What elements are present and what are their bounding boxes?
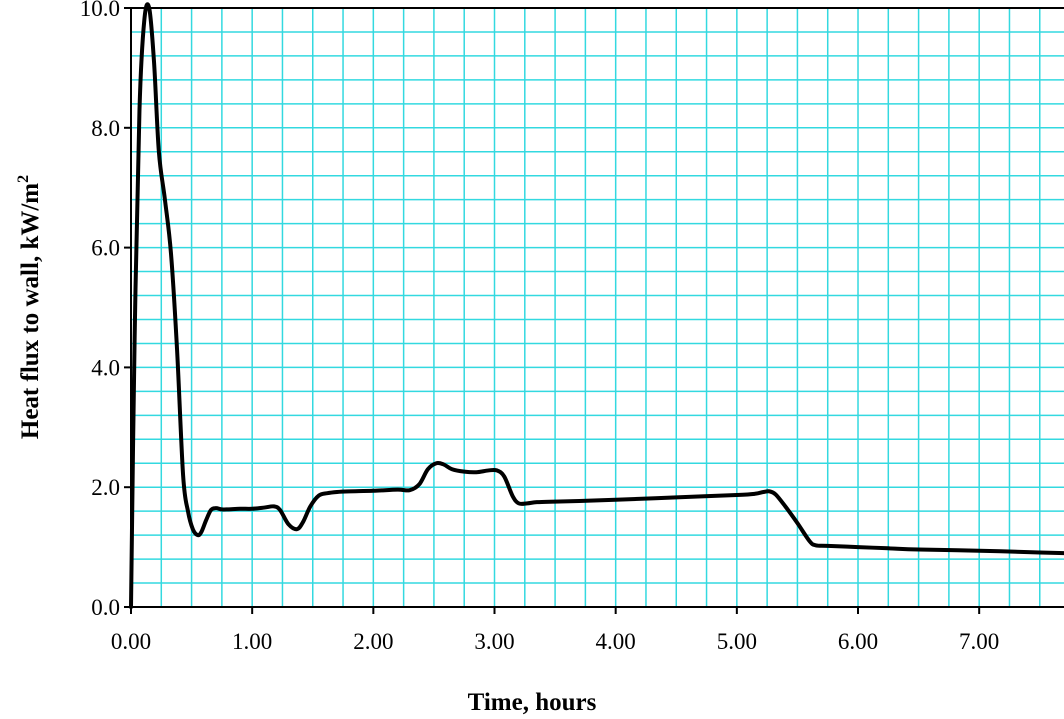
y-tick-label: 2.0 [91, 475, 120, 500]
series-group [129, 2, 1064, 609]
y-axis-label-superscript: 2 [15, 175, 32, 183]
grid [131, 7, 1064, 607]
y-axis-label: Heat flux to wall, kW/m2 [15, 175, 44, 439]
y-axis-label-main: Heat flux to wall, kW/m [17, 183, 44, 439]
series-line [129, 2, 1064, 609]
x-tick-label: 7.00 [959, 629, 999, 654]
y-tick-label: 6.0 [91, 236, 120, 261]
x-tick-label: 2.00 [353, 629, 393, 654]
y-tick-label: 4.0 [91, 355, 120, 380]
x-tick-label: 1.00 [232, 629, 272, 654]
y-tick-label: 0.0 [91, 595, 120, 620]
x-tick-label: 4.00 [596, 629, 636, 654]
y-tick-label: 8.0 [91, 116, 120, 141]
x-tick-label: 5.00 [717, 629, 757, 654]
x-tick-label: 3.00 [474, 629, 514, 654]
x-axis-label: Time, hours [468, 689, 597, 716]
x-tick-label: 6.00 [838, 629, 878, 654]
tick-labels: 0.0 2.0 4.0 6.0 8.0 10.0 0.00 1.00 2.00 3.00 4.00 5… [80, 0, 1000, 654]
x-tick-label: 0.00 [111, 629, 151, 654]
y-tick-label: 10.0 [80, 0, 120, 21]
